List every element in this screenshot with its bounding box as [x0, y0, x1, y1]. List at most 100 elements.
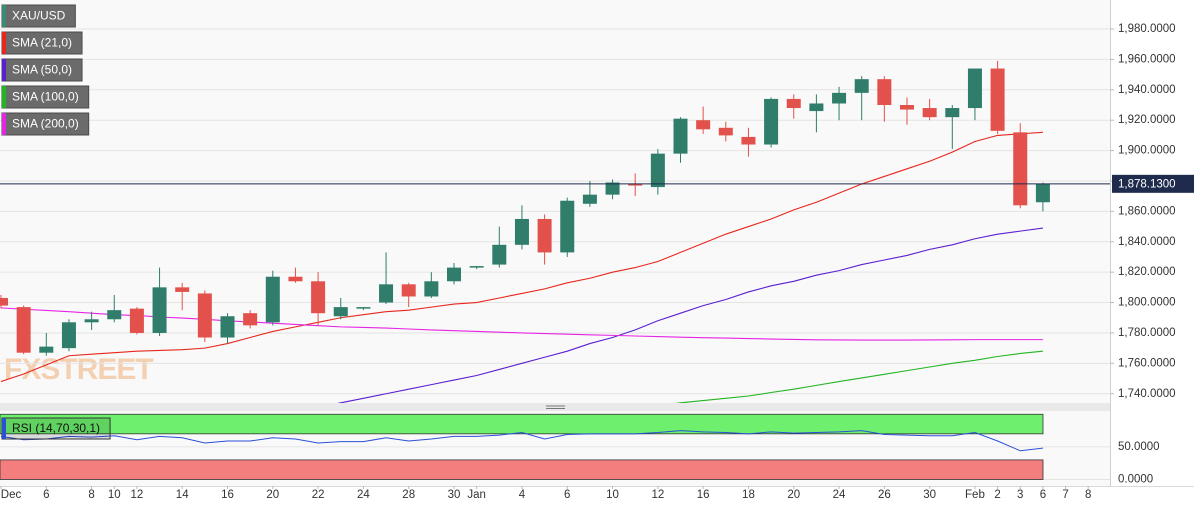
plot-background [0, 0, 1110, 403]
candle-body [265, 276, 280, 323]
candle-body [718, 127, 733, 136]
x-tick-label: 30 [923, 489, 936, 501]
candle-body [288, 276, 303, 282]
rsi-legend[interactable]: RSI (14,70,30,1) [1, 417, 111, 440]
candle-body [243, 313, 258, 326]
candle-body [514, 218, 529, 245]
legend-label: RSI (14,70,30,1) [12, 421, 100, 435]
candle-body [401, 284, 416, 297]
candle-body [129, 308, 144, 333]
x-tick-label: 14 [176, 489, 189, 501]
x-tick-label: 10 [606, 489, 619, 501]
x-tick-label: 4 [519, 489, 526, 501]
x-tick-label: 3 [1017, 489, 1023, 501]
y-tick-label: 1,900.0000 [1118, 145, 1176, 157]
candle-body [424, 281, 439, 297]
watermark: FXSTREET [4, 353, 153, 386]
candle-body [1013, 132, 1028, 206]
candle-body [492, 244, 507, 265]
candle-body [741, 136, 756, 145]
candle-body [854, 79, 869, 93]
candle-body [197, 293, 212, 338]
y-tick-label: 1,960.0000 [1118, 53, 1176, 65]
candle-body [447, 267, 461, 282]
y-tick-label: 1,980.0000 [1118, 23, 1176, 35]
candle-body [764, 98, 779, 145]
candle-body [356, 307, 371, 309]
y-tick-label: 1,820.0000 [1118, 266, 1176, 278]
grid [0, 28, 1114, 489]
legend-label: SMA (21,0) [12, 36, 72, 50]
overlay: 1,740.0000 1,760.0000 1,780.0000 1,800.0000… [0, 4, 1194, 501]
legend-item[interactable]: SMA (50,0) [1, 58, 83, 82]
candle-body [922, 108, 937, 118]
legend-item[interactable]: SMA (200,0) [1, 112, 90, 136]
oversold-band [0, 459, 1044, 480]
x-tick-label: 2 [994, 489, 1000, 501]
x-tick-label: 26 [878, 489, 891, 501]
x-tick-label: 22 [312, 489, 325, 501]
x-tick-label: 30 [448, 489, 461, 501]
candle-body [832, 92, 847, 104]
x-tick-label: 8 [1085, 489, 1091, 501]
candle-body [945, 108, 960, 118]
last-price-label: 1,878.1300 [1118, 178, 1176, 190]
y-tick-label: 1,860.0000 [1118, 205, 1176, 217]
sma-line [675, 350, 1043, 403]
legend-item[interactable]: XAU/USD [1, 4, 76, 28]
x-tick-label: 8 [88, 489, 94, 501]
candles [0, 60, 1050, 356]
candle-body [469, 266, 484, 268]
sma-line [0, 307, 1043, 341]
candle-body [582, 194, 597, 204]
candle-body [0, 297, 8, 306]
candle-body [967, 68, 982, 109]
candle-body [220, 316, 235, 338]
x-tick-label: 7 [1062, 489, 1068, 501]
candle-body [379, 284, 394, 303]
candle-body [696, 120, 711, 130]
x-tick-label: 6 [43, 489, 49, 501]
x-tick-label: Feb [965, 489, 985, 501]
candle-body [61, 322, 76, 349]
last-price-box [1112, 174, 1194, 193]
rsi-tick-label: 50.0000 [1118, 441, 1160, 453]
x-tick-label: 24 [833, 489, 846, 501]
legend-swatch [2, 113, 6, 135]
x-tick-label: Jan [467, 489, 486, 501]
rsi-panel [0, 413, 1044, 480]
x-tick-label: 6 [1040, 489, 1046, 501]
y-tick-label: 1,840.0000 [1118, 236, 1176, 248]
candle-body [560, 200, 575, 253]
x-tick-label: 10 [108, 489, 121, 501]
candle-body [39, 346, 54, 353]
x-tick-label: 28 [402, 489, 415, 501]
y-tick-label: 1,800.0000 [1118, 297, 1176, 309]
rsi-tick-label: 0.0000 [1118, 474, 1153, 486]
legend-label: SMA (200,0) [12, 117, 79, 131]
legend-label: SMA (100,0) [12, 90, 79, 104]
candle-body [990, 68, 1005, 131]
legend-item[interactable]: SMA (21,0) [1, 31, 83, 55]
candle-body [16, 307, 31, 353]
x-tick-label: 16 [221, 489, 234, 501]
x-tick-label: Dec [1, 489, 22, 501]
legend-item[interactable]: SMA (100,0) [1, 85, 90, 109]
candle-body [84, 319, 99, 323]
x-tick-label: 20 [266, 489, 279, 501]
x-tick-label: 12 [651, 489, 664, 501]
candle-body [900, 105, 914, 110]
y-tick-label: 1,940.0000 [1118, 84, 1176, 96]
x-tick-label: 20 [787, 489, 800, 501]
y-tick-label: 1,920.0000 [1118, 114, 1176, 126]
legend-swatch [2, 32, 6, 54]
candle-body [152, 287, 167, 333]
panel-divider[interactable] [0, 403, 1110, 411]
candle-body [107, 310, 122, 320]
y-tick-label: 1,760.0000 [1118, 357, 1176, 369]
x-tick-label: 6 [564, 489, 570, 501]
candle-body [673, 118, 688, 154]
sma-line [337, 227, 1043, 403]
x-tick-label: 12 [131, 489, 144, 501]
